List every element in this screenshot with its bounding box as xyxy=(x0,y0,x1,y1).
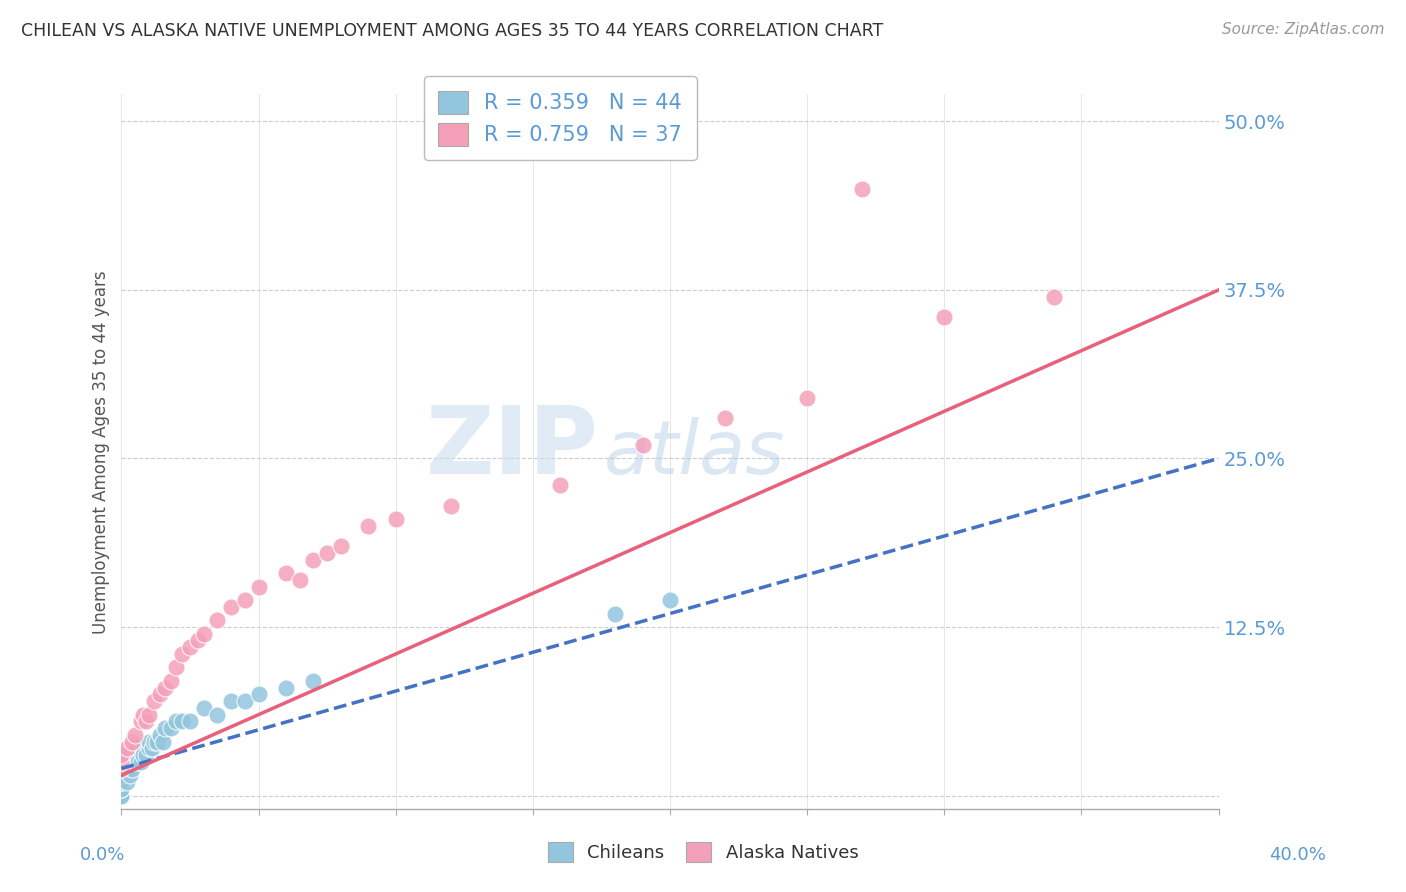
Legend: R = 0.359   N = 44, R = 0.759   N = 37: R = 0.359 N = 44, R = 0.759 N = 37 xyxy=(425,77,696,161)
Point xyxy=(219,694,242,708)
Point xyxy=(170,647,193,661)
Point xyxy=(138,707,160,722)
Point xyxy=(179,714,201,729)
Point xyxy=(138,734,160,748)
Point xyxy=(329,539,352,553)
Point xyxy=(439,499,461,513)
Point xyxy=(110,748,132,763)
Point xyxy=(115,775,138,789)
Y-axis label: Unemployment Among Ages 35 to 44 years: Unemployment Among Ages 35 to 44 years xyxy=(93,270,110,633)
Point xyxy=(149,728,172,742)
Point xyxy=(110,789,132,803)
Point xyxy=(127,755,149,769)
Point xyxy=(302,673,325,688)
Point xyxy=(605,607,627,621)
Point xyxy=(110,762,132,776)
Point xyxy=(207,707,229,722)
Point xyxy=(152,734,174,748)
Text: ZIP: ZIP xyxy=(426,402,599,494)
Point xyxy=(141,741,163,756)
Point xyxy=(124,748,146,763)
Point xyxy=(146,734,169,748)
Text: Source: ZipAtlas.com: Source: ZipAtlas.com xyxy=(1222,22,1385,37)
Point xyxy=(219,599,242,614)
Point xyxy=(233,593,256,607)
Point xyxy=(121,734,143,748)
Point xyxy=(110,775,132,789)
Point xyxy=(149,687,172,701)
Point xyxy=(274,566,297,580)
Point xyxy=(179,640,201,655)
Point xyxy=(796,391,818,405)
Point xyxy=(159,721,181,735)
Point xyxy=(143,734,166,748)
Point xyxy=(165,660,187,674)
Point xyxy=(121,762,143,776)
Point xyxy=(357,519,380,533)
Point xyxy=(115,762,138,776)
Point xyxy=(548,478,571,492)
Point xyxy=(110,775,132,789)
Legend: Chileans, Alaska Natives: Chileans, Alaska Natives xyxy=(540,835,866,870)
Point xyxy=(187,633,209,648)
Point xyxy=(207,613,229,627)
Point xyxy=(159,673,181,688)
Text: 40.0%: 40.0% xyxy=(1270,846,1326,863)
Point xyxy=(851,182,873,196)
Text: 0.0%: 0.0% xyxy=(80,846,125,863)
Point xyxy=(155,681,177,695)
Point xyxy=(302,552,325,566)
Point xyxy=(132,707,155,722)
Point xyxy=(247,580,270,594)
Point xyxy=(124,728,146,742)
Point xyxy=(143,694,166,708)
Point xyxy=(138,741,160,756)
Point xyxy=(121,748,143,763)
Point xyxy=(110,789,132,803)
Point xyxy=(193,626,215,640)
Point xyxy=(316,546,339,560)
Point xyxy=(110,781,132,796)
Point xyxy=(714,411,737,425)
Point xyxy=(124,755,146,769)
Point xyxy=(1043,290,1066,304)
Point xyxy=(135,748,157,763)
Point xyxy=(193,701,215,715)
Text: atlas: atlas xyxy=(605,417,786,489)
Point xyxy=(288,573,311,587)
Point xyxy=(118,768,141,782)
Point xyxy=(115,741,138,756)
Point xyxy=(631,438,654,452)
Point xyxy=(127,741,149,756)
Point xyxy=(110,762,132,776)
Point xyxy=(247,687,270,701)
Point xyxy=(110,755,132,769)
Point xyxy=(110,768,132,782)
Point xyxy=(110,781,132,796)
Point xyxy=(110,789,132,803)
Point xyxy=(110,768,132,782)
Point xyxy=(934,310,956,324)
Point xyxy=(155,721,177,735)
Point xyxy=(132,748,155,763)
Point xyxy=(118,755,141,769)
Point xyxy=(384,512,406,526)
Point xyxy=(659,593,682,607)
Point xyxy=(129,755,152,769)
Point xyxy=(165,714,187,729)
Point xyxy=(274,681,297,695)
Point xyxy=(135,714,157,729)
Text: CHILEAN VS ALASKA NATIVE UNEMPLOYMENT AMONG AGES 35 TO 44 YEARS CORRELATION CHAR: CHILEAN VS ALASKA NATIVE UNEMPLOYMENT AM… xyxy=(21,22,883,40)
Point xyxy=(233,694,256,708)
Point xyxy=(129,714,152,729)
Point xyxy=(170,714,193,729)
